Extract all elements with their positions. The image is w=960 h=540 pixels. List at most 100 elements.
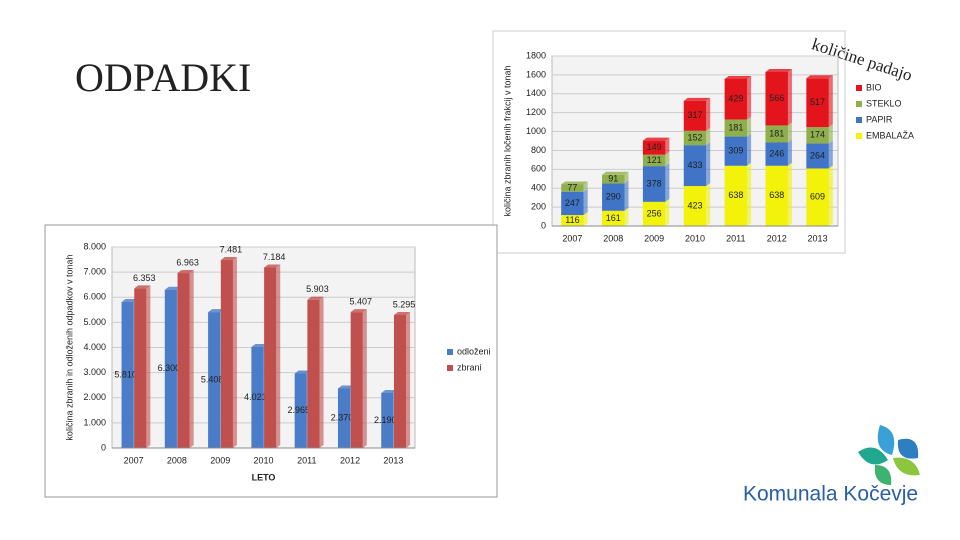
logo-mark [858, 425, 920, 485]
y-tick-label: 2.000 [83, 392, 106, 402]
bar [393, 314, 407, 448]
bar-side [787, 162, 792, 226]
bar-top [220, 257, 237, 261]
bar-top [251, 343, 268, 347]
data-label: 2.965 [287, 405, 310, 415]
bar [121, 302, 134, 448]
bar-top [806, 75, 833, 79]
bar [164, 289, 177, 448]
data-label: 264 [810, 150, 825, 160]
bar-side [624, 207, 629, 226]
y-tick-label: 200 [531, 201, 546, 211]
bar-side [406, 311, 411, 448]
y-tick-label: 1600 [526, 69, 546, 79]
bar [724, 165, 748, 226]
data-label: 609 [810, 192, 825, 202]
y-tick-label: 8.000 [83, 241, 106, 251]
y-tick-label: 600 [531, 164, 546, 174]
y-tick-label: 1200 [526, 107, 546, 117]
data-label: 246 [769, 149, 784, 159]
bar [642, 201, 666, 226]
bar [561, 191, 584, 216]
x-tick-label: 2008 [603, 233, 623, 243]
bar-top [642, 137, 670, 141]
bar [177, 273, 190, 448]
data-label: 290 [606, 191, 621, 201]
bar [765, 71, 788, 126]
bar-top [724, 75, 752, 79]
data-label: 2.370 [331, 413, 354, 423]
data-label: 149 [647, 142, 662, 152]
slide-title: ODPADKI [75, 55, 251, 100]
bar [602, 183, 625, 211]
y-tick-label: 1000 [526, 126, 546, 136]
data-label: 5.407 [349, 297, 372, 307]
data-label: 121 [647, 155, 662, 165]
bar-side [624, 171, 629, 184]
bar [381, 392, 394, 448]
bar-side [828, 140, 833, 169]
y-tick-label: 7.000 [83, 267, 106, 277]
bar-top [264, 264, 281, 268]
data-label: 7.184 [263, 252, 286, 262]
bar [765, 165, 788, 226]
x-axis-label: LETO [252, 472, 276, 482]
logo-text: Komunala Kočevje [743, 483, 918, 506]
data-label: 6.300 [158, 363, 181, 373]
bar [724, 136, 748, 166]
legend-label: BIO [866, 82, 882, 92]
y-tick-label: 0 [101, 442, 106, 452]
bar [294, 373, 307, 448]
bar-top [381, 389, 398, 393]
bar-side [583, 188, 588, 216]
bar-side [706, 142, 711, 187]
bar [806, 127, 829, 144]
bar-side [747, 133, 752, 166]
data-label: 517 [810, 97, 825, 107]
bar [724, 119, 748, 137]
data-label: 638 [769, 190, 784, 200]
data-label: 77 [567, 182, 577, 192]
data-label: 638 [728, 190, 743, 200]
data-label: 91 [608, 173, 618, 183]
bar-side [787, 68, 792, 126]
bar-side [189, 270, 194, 448]
x-tick-label: 2013 [383, 455, 403, 465]
bar-side [747, 75, 752, 120]
bar-top [294, 370, 311, 374]
y-tick-label: 800 [531, 145, 546, 155]
data-label: 6.963 [176, 257, 199, 267]
bar-top [307, 296, 324, 300]
data-label: 161 [606, 213, 621, 223]
bar-side [232, 257, 237, 448]
legend-swatch [447, 349, 453, 355]
x-tick-label: 2013 [808, 233, 828, 243]
bar-top [393, 311, 411, 315]
bar-side [276, 264, 281, 448]
x-tick-label: 2011 [726, 233, 745, 243]
legend-swatch [447, 365, 453, 371]
y-tick-label: 1400 [526, 88, 546, 98]
bar [806, 168, 829, 226]
bar-side [319, 296, 324, 448]
y-tick-label: 3.000 [83, 367, 106, 377]
bar-side [787, 122, 792, 143]
bar-side [665, 163, 670, 202]
x-tick-label: 2010 [253, 455, 273, 465]
bar-top [337, 385, 355, 389]
legend-swatch [856, 117, 862, 123]
x-tick-label: 2012 [340, 455, 360, 465]
bar-side [362, 309, 367, 448]
bar [765, 142, 788, 166]
data-label: 378 [647, 178, 662, 188]
data-label: 256 [647, 208, 662, 218]
bar-side [828, 124, 833, 144]
bar [350, 312, 363, 448]
y-axis-label: količina zbranih in odloženih odpadkov v… [64, 254, 74, 440]
data-label: 181 [769, 128, 784, 138]
bar [251, 346, 264, 448]
data-label: 7.481 [220, 244, 243, 254]
bar [683, 100, 707, 131]
bar-top [164, 286, 181, 290]
